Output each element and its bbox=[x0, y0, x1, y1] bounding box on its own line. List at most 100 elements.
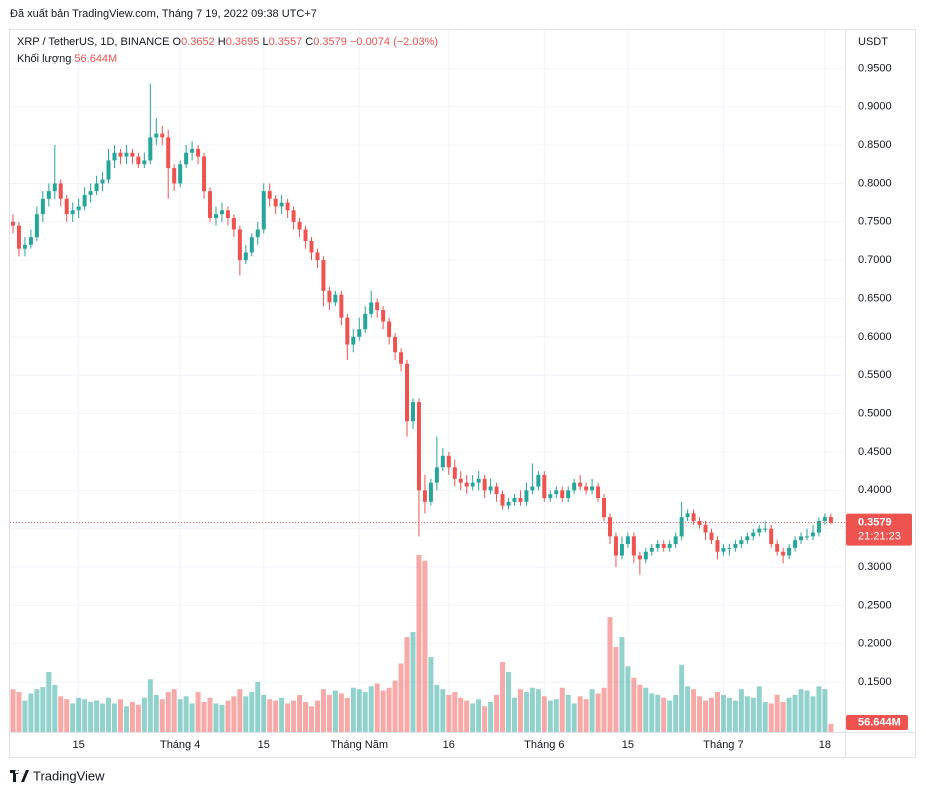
volume-bar bbox=[106, 697, 112, 732]
candle-body bbox=[488, 486, 493, 491]
candle-body bbox=[94, 183, 99, 192]
candle-body bbox=[619, 544, 624, 556]
volume-bar bbox=[517, 689, 523, 732]
candle-body bbox=[440, 455, 445, 468]
ohlc-value: 0.3579 bbox=[313, 36, 347, 48]
volume-bar bbox=[768, 703, 774, 732]
volume-bar bbox=[565, 694, 571, 732]
ohlc-key: L bbox=[262, 36, 268, 48]
volume-bar bbox=[303, 702, 309, 732]
volume-bar bbox=[655, 694, 661, 732]
volume-bar bbox=[332, 690, 338, 732]
volume-bar bbox=[500, 662, 506, 732]
candle-body bbox=[381, 310, 386, 322]
volume-bar bbox=[714, 692, 720, 732]
volume-bar bbox=[398, 663, 404, 732]
change: −0.0074 (−2.03%) bbox=[350, 36, 438, 48]
volume-bar bbox=[756, 686, 762, 732]
volume-bar bbox=[440, 689, 446, 732]
candle-body bbox=[691, 513, 696, 522]
candle-body bbox=[202, 156, 207, 192]
volume-bar bbox=[410, 632, 416, 732]
candle-body bbox=[184, 152, 189, 165]
volume-bar bbox=[165, 692, 171, 732]
candle-body bbox=[464, 482, 469, 487]
y-tick-label: 0.7500 bbox=[858, 216, 892, 228]
x-tick-label: Tháng 4 bbox=[160, 739, 200, 751]
y-tick-label: 0.6000 bbox=[858, 331, 892, 343]
candle-body bbox=[649, 547, 654, 552]
symbol: XRP / TetherUS, 1D, BINANCE bbox=[17, 36, 169, 48]
candle-body bbox=[339, 294, 344, 318]
volume-bar bbox=[267, 699, 273, 732]
volume-bar bbox=[470, 703, 476, 732]
y-tick-label: 0.2000 bbox=[858, 638, 892, 650]
candle-body bbox=[506, 501, 511, 506]
volume-bar bbox=[64, 699, 70, 732]
candle-body bbox=[572, 482, 577, 491]
ohlc-key: O bbox=[173, 36, 182, 48]
volume-bar bbox=[661, 697, 667, 732]
volume-bar bbox=[362, 692, 368, 732]
candle-body bbox=[787, 547, 792, 556]
candle-body bbox=[148, 137, 153, 161]
volume-bar bbox=[195, 692, 201, 732]
volume-bar bbox=[159, 699, 165, 732]
volume-bar bbox=[82, 699, 88, 732]
candle-body bbox=[613, 536, 618, 556]
y-tick-label: 0.3000 bbox=[858, 561, 892, 573]
candle-body bbox=[637, 555, 642, 560]
candle-body bbox=[154, 133, 159, 138]
candle-body bbox=[655, 544, 660, 548]
footer-brand: TradingView bbox=[33, 768, 105, 783]
candle-body bbox=[428, 482, 433, 502]
candle-body bbox=[46, 191, 51, 199]
volume-bar bbox=[732, 700, 738, 732]
volume-bar bbox=[201, 702, 207, 732]
volume-label-box bbox=[846, 715, 908, 730]
volume-bar bbox=[476, 699, 482, 732]
volume-bar bbox=[589, 689, 595, 732]
volume-bar bbox=[434, 684, 440, 732]
candle-body bbox=[739, 540, 744, 545]
y-tick-label: 0.1500 bbox=[858, 676, 892, 688]
candle-body bbox=[608, 517, 612, 537]
volume-bar bbox=[547, 700, 553, 732]
volume-bar bbox=[46, 672, 52, 732]
volume-bar bbox=[22, 700, 28, 732]
volume-bar bbox=[422, 560, 428, 732]
volume-bar bbox=[691, 689, 697, 732]
candle-body bbox=[703, 524, 708, 533]
candle-body bbox=[673, 536, 678, 545]
volume-bar bbox=[380, 690, 386, 732]
volume-bar bbox=[135, 704, 141, 732]
volume-bar bbox=[643, 687, 649, 732]
volume-bar bbox=[511, 697, 517, 732]
volume-bar bbox=[225, 700, 231, 732]
candle-body bbox=[196, 148, 201, 157]
volume-bar bbox=[529, 687, 535, 732]
volume-bar bbox=[613, 647, 619, 732]
legend-line: XRP / TetherUS, 1D, BINANCE O0.3652 H0.3… bbox=[17, 36, 438, 48]
volume-bar bbox=[171, 689, 177, 732]
volume-bar bbox=[452, 692, 458, 732]
candle-body bbox=[590, 486, 595, 491]
volume-bar bbox=[703, 700, 709, 732]
volume-bar bbox=[273, 700, 279, 732]
candle-body bbox=[410, 402, 415, 422]
volume-bar bbox=[291, 700, 297, 732]
candle-body bbox=[405, 363, 410, 422]
candle-body bbox=[775, 544, 780, 552]
volume-bar bbox=[189, 703, 195, 732]
x-tick-label: 15 bbox=[622, 739, 634, 751]
candle-body bbox=[225, 210, 230, 218]
volume-bar bbox=[631, 677, 637, 732]
volume-bar bbox=[697, 696, 703, 732]
candle-body bbox=[458, 478, 463, 483]
candle-body bbox=[494, 486, 499, 495]
volume-bar bbox=[804, 690, 810, 732]
candle-body bbox=[279, 202, 284, 207]
candle-body bbox=[291, 210, 296, 222]
volume-bar bbox=[637, 684, 643, 732]
volume-bar bbox=[774, 694, 780, 732]
